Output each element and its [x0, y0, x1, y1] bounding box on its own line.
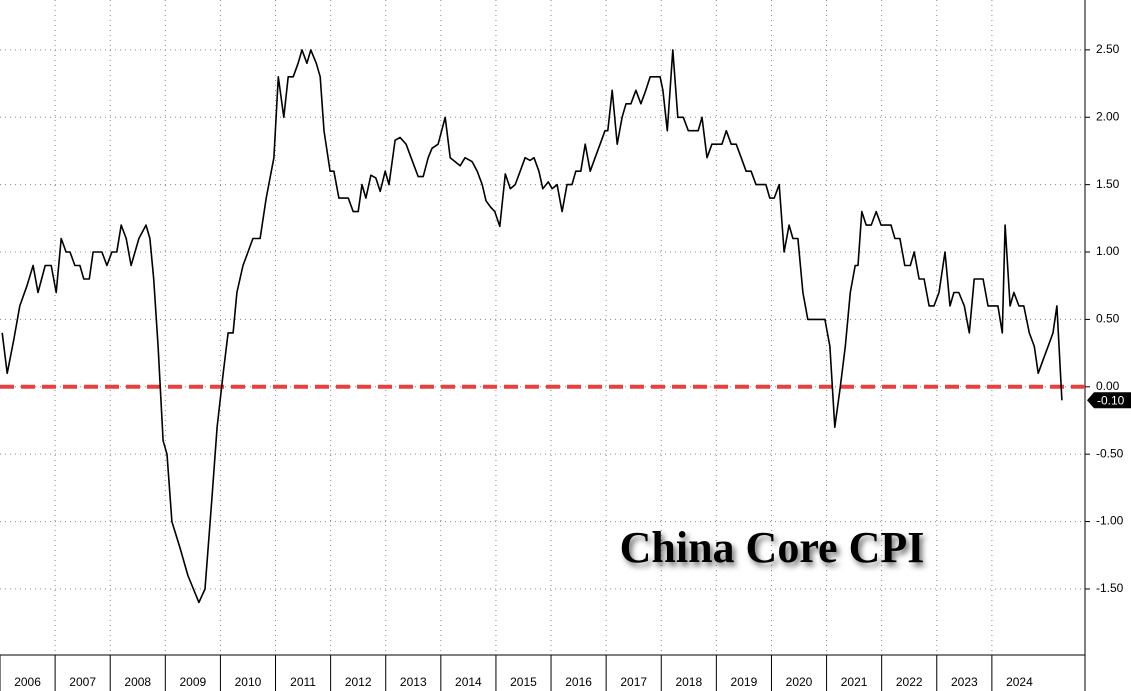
x-tick-label: 2015 — [510, 675, 537, 689]
x-tick-label: 2020 — [786, 675, 813, 689]
annotation: China Core CPI — [620, 523, 925, 572]
y-tick-label: 1.50 — [1096, 177, 1120, 191]
line-series — [1, 49, 1063, 604]
x-tick-label: 2014 — [455, 675, 482, 689]
x-tick-label: 2024 — [1006, 675, 1033, 689]
x-tick-label: 2022 — [896, 675, 923, 689]
x-tick-label: 2011 — [290, 675, 316, 689]
x-tick-label: 2019 — [731, 675, 758, 689]
y-tick-label: 0.00 — [1096, 379, 1120, 393]
y-tick-label: -1.50 — [1096, 581, 1124, 595]
y-tick-label: -0.50 — [1096, 446, 1124, 460]
x-tick-label: 2016 — [565, 675, 592, 689]
x-tick-label: 2007 — [69, 675, 96, 689]
last-value-box — [1087, 392, 1131, 409]
y-tick-label: 2.50 — [1096, 42, 1120, 56]
y-tick-label: 1.00 — [1096, 244, 1120, 258]
x-tick-label: 2012 — [345, 675, 372, 689]
x-tick-label: 2010 — [235, 675, 262, 689]
x-tick-label: 2021 — [841, 675, 868, 689]
x-tick-label: 2006 — [14, 675, 41, 689]
y-tick-label: -1.00 — [1096, 514, 1124, 528]
x-tick-label: 2018 — [675, 675, 702, 689]
x-tick-label: 2009 — [180, 675, 207, 689]
x-tick-label: 2013 — [400, 675, 427, 689]
last-value-label: -0.10 — [1097, 393, 1125, 407]
y-tick-label: 2.00 — [1096, 109, 1120, 123]
x-tick-label: 2008 — [124, 675, 151, 689]
x-tick-label: 2017 — [620, 675, 647, 689]
y-tick-label: 0.50 — [1096, 312, 1120, 326]
x-tick-label: 2023 — [951, 675, 978, 689]
